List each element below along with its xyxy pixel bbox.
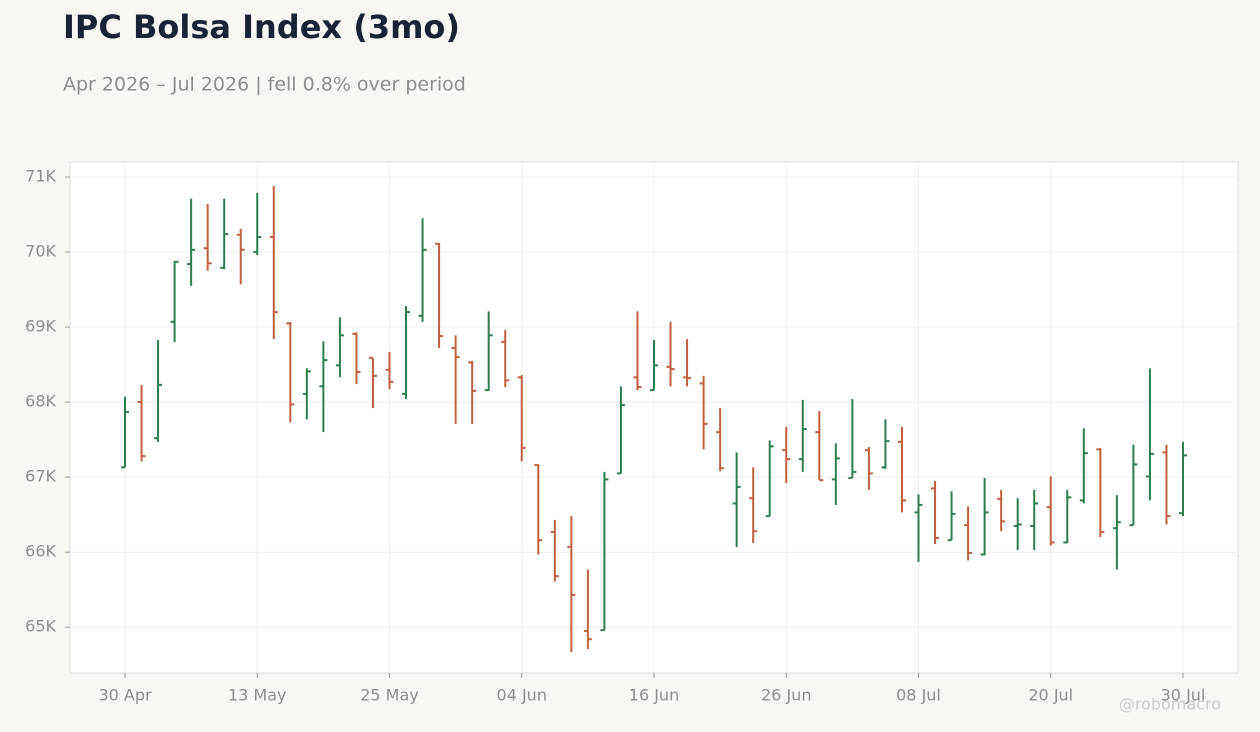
y-tick-label: 70K [25,242,56,261]
y-tick-label: 68K [25,392,56,411]
x-tick-label: 08 Jul [896,686,941,705]
y-tick-label: 71K [25,167,56,186]
x-tick-label: 16 Jun [629,686,679,705]
watermark: @robomacro [1119,695,1221,714]
chart-subtitle: Apr 2026 – Jul 2026 | fell 0.8% over per… [63,74,466,96]
chart-title: IPC Bolsa Index (3mo) [63,8,460,46]
y-tick-label: 66K [25,542,56,561]
x-tick-label: 20 Jul [1028,686,1073,705]
x-tick-label: 30 Apr [98,686,152,705]
x-tick-label: 30 Jul [1161,686,1206,705]
x-tick-label: 13 May [228,686,287,705]
x-tick-label: 25 May [360,686,419,705]
y-tick-label: 69K [25,317,56,336]
y-tick-label: 65K [25,617,56,636]
x-tick-label: 04 Jun [497,686,547,705]
y-tick-label: 67K [25,467,56,486]
x-tick-label: 26 Jun [761,686,811,705]
